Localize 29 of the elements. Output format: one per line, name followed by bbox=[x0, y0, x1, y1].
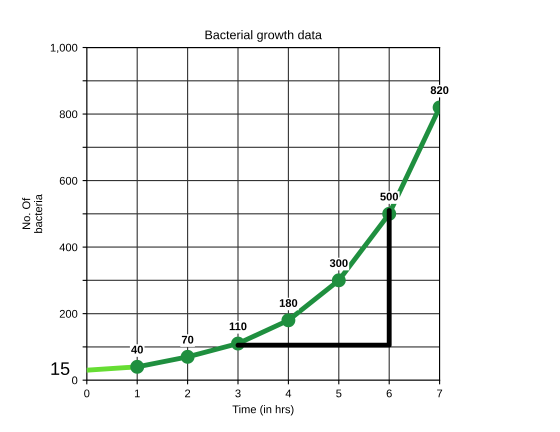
data-label: 180 bbox=[280, 299, 298, 307]
point bbox=[180, 350, 195, 364]
data-label: 300 bbox=[330, 259, 348, 268]
y-tick-label: 0 bbox=[72, 376, 78, 384]
data-label: 110 bbox=[230, 322, 247, 330]
x-tick-label: 5 bbox=[336, 390, 342, 398]
x-tick-label: 4 bbox=[286, 390, 292, 398]
x-tick-label: 1 bbox=[134, 390, 140, 398]
point bbox=[281, 313, 296, 328]
x-tick-label: 3 bbox=[235, 389, 241, 398]
x-axis-title: Time (in hrs) bbox=[232, 405, 294, 416]
y-tick-label: 800 bbox=[60, 110, 78, 118]
text: 15 bbox=[51, 362, 70, 376]
point bbox=[332, 273, 346, 288]
point bbox=[130, 360, 144, 374]
data-label: 70 bbox=[182, 336, 194, 344]
y-tick-label: 600 bbox=[60, 176, 78, 185]
x-tick-label: 0 bbox=[84, 389, 90, 398]
data-label: 500 bbox=[380, 192, 398, 201]
x-tick-label: 7 bbox=[437, 390, 442, 398]
x-tick-label: 6 bbox=[386, 389, 392, 398]
x-tick-label: 2 bbox=[185, 389, 190, 398]
y-axis-title: No. Of bacteria bbox=[22, 194, 42, 233]
chart-title: Bacterial growth data bbox=[206, 30, 322, 42]
y-tick-label: 400 bbox=[59, 243, 78, 252]
data-label: 820 bbox=[430, 86, 448, 94]
y-tick-label: 200 bbox=[60, 310, 78, 318]
data-label: 40 bbox=[131, 346, 143, 354]
y-tick-label: 1,000 bbox=[50, 44, 78, 53]
